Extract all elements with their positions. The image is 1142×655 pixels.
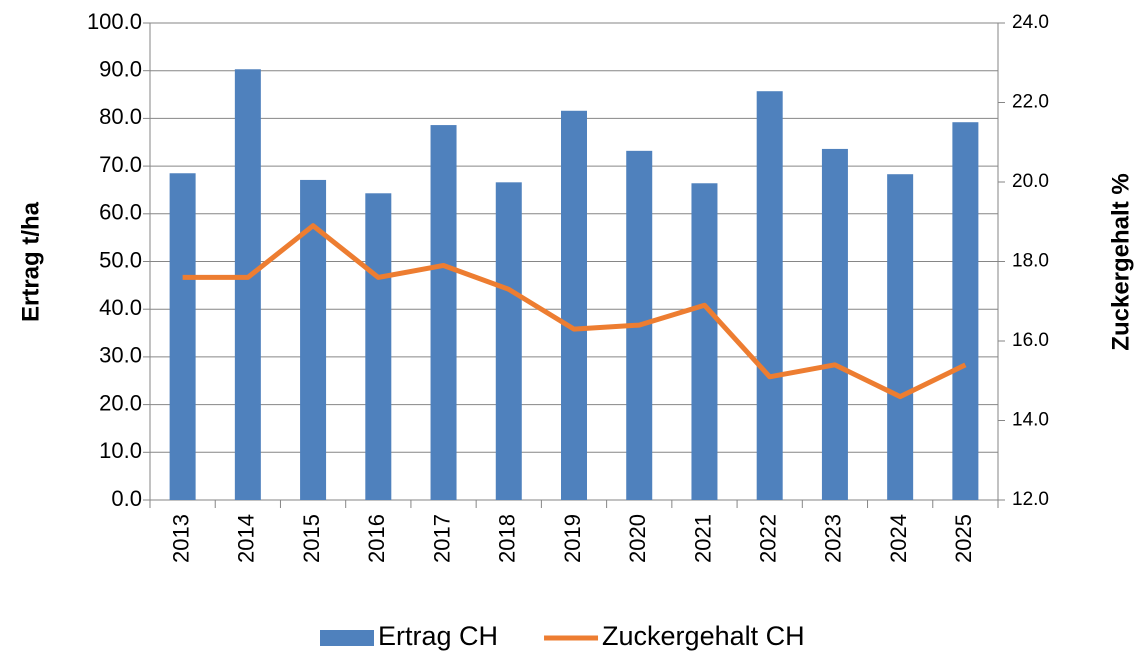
y-tick-label: 20.0 — [99, 390, 142, 415]
x-tick-label: 2023 — [821, 514, 846, 563]
x-tick-label: 2018 — [495, 514, 520, 563]
x-tick-label: 2017 — [429, 514, 454, 563]
y2-tick-label: 20.0 — [1012, 171, 1049, 192]
y-tick-label: 50.0 — [99, 247, 142, 272]
bar — [169, 173, 196, 500]
legend-swatch — [320, 630, 374, 646]
bar — [234, 69, 261, 501]
y-tick-label: 100.0 — [87, 9, 142, 34]
y-tick-label: 80.0 — [99, 104, 142, 129]
x-tick-label: 2022 — [756, 514, 781, 563]
line — [182, 223, 967, 400]
bar — [887, 174, 914, 501]
y2-tick-label: 22.0 — [1012, 92, 1049, 113]
bar — [495, 182, 522, 500]
y2-tick-label: 18.0 — [1012, 251, 1049, 272]
x-tick-label: 2019 — [560, 514, 585, 563]
y-tick-label: 70.0 — [99, 152, 142, 177]
legend-label: Zuckergehalt CH — [602, 621, 805, 651]
bar — [756, 91, 783, 500]
x-tick-label: 2024 — [886, 514, 911, 563]
legend-label: Ertrag CH — [378, 621, 498, 651]
x-tick-label: 2015 — [299, 514, 324, 563]
x-tick-label: 2025 — [951, 514, 976, 563]
bar — [952, 122, 979, 500]
x-tick-label: 2014 — [234, 514, 259, 563]
y2-tick-label: 12.0 — [1012, 489, 1049, 510]
bar — [821, 148, 848, 501]
y-tick-label: 0.0 — [111, 486, 142, 511]
y-tick-label: 60.0 — [99, 200, 142, 225]
bar — [430, 125, 457, 500]
y2-tick-label: 24.0 — [1012, 12, 1049, 33]
x-tick-label: 2021 — [690, 514, 715, 563]
y-tick-label: 90.0 — [99, 57, 142, 82]
y-axis-title: Ertrag t/ha — [17, 201, 44, 322]
y-tick-label: 10.0 — [99, 438, 142, 463]
bar — [561, 110, 587, 500]
bar — [691, 183, 718, 500]
y2-tick-label: 14.0 — [1012, 410, 1049, 431]
y2-tick-label: 16.0 — [1012, 330, 1049, 351]
x-tick-label: 2013 — [168, 514, 193, 563]
y2-axis-title: Zuckergehalt % — [1107, 173, 1134, 350]
x-tick-label: 2016 — [364, 514, 389, 563]
y-tick-label: 40.0 — [99, 295, 142, 320]
y-tick-label: 30.0 — [99, 343, 142, 368]
x-tick-label: 2020 — [625, 514, 650, 563]
bar — [365, 193, 392, 500]
